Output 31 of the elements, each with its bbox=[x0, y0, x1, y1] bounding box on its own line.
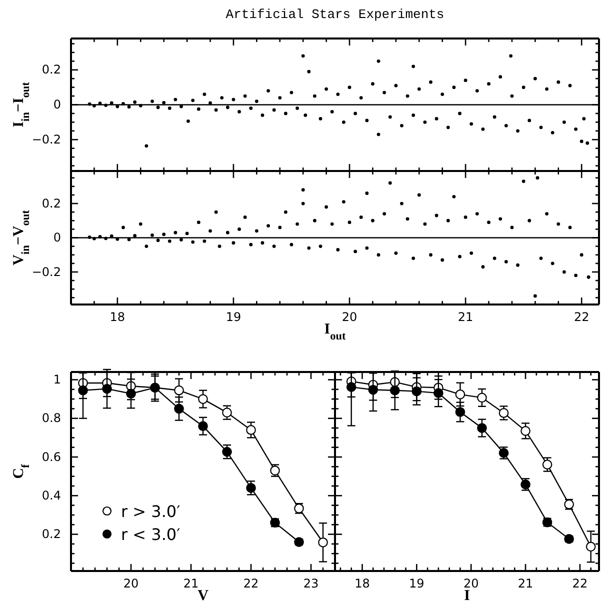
chart-title: Artificial Stars Experiments bbox=[226, 7, 444, 22]
x-tick-label: 21 bbox=[183, 576, 199, 591]
x-tick-label: 19 bbox=[409, 576, 424, 591]
x-axis-title: I$_{out}$ bbox=[324, 322, 346, 342]
x-tick-label: 22 bbox=[574, 310, 590, 324]
y-tick-label: 0.2 bbox=[42, 527, 61, 542]
x-tick-label: 18 bbox=[110, 310, 126, 324]
y-tick-label: 0 bbox=[53, 230, 61, 245]
y-tick-label: −0.2 bbox=[32, 264, 61, 279]
x-tick-label: 22 bbox=[572, 576, 588, 591]
x-axis-title: V bbox=[198, 588, 209, 604]
x-tick-label: 19 bbox=[226, 310, 242, 324]
y-tick-label: 0.4 bbox=[42, 488, 61, 502]
y-tick-label: 0.8 bbox=[42, 411, 61, 426]
x-tick-label: 23 bbox=[303, 576, 319, 591]
x-tick-label: 18 bbox=[354, 576, 370, 591]
x-axis-title: I bbox=[464, 588, 470, 604]
x-tick-label: 21 bbox=[458, 310, 474, 324]
legend-label: r < 3.0′ bbox=[121, 525, 181, 544]
y-tick-label: 0.6 bbox=[42, 450, 61, 464]
legend-label: r > 3.0′ bbox=[121, 502, 181, 521]
x-tick-label: 20 bbox=[123, 576, 139, 591]
y-tick-label: 0.2 bbox=[42, 62, 61, 77]
y-tick-label: 0.2 bbox=[42, 196, 61, 210]
x-tick-label: 20 bbox=[342, 310, 358, 324]
x-tick-label: 21 bbox=[518, 576, 534, 591]
x-tick-label: 22 bbox=[243, 576, 259, 591]
y-tick-label: −0.2 bbox=[32, 132, 61, 146]
x-tick-label: 20 bbox=[463, 576, 479, 591]
y-tick-label: 1 bbox=[53, 372, 61, 387]
y-tick-label: 0 bbox=[53, 98, 61, 112]
